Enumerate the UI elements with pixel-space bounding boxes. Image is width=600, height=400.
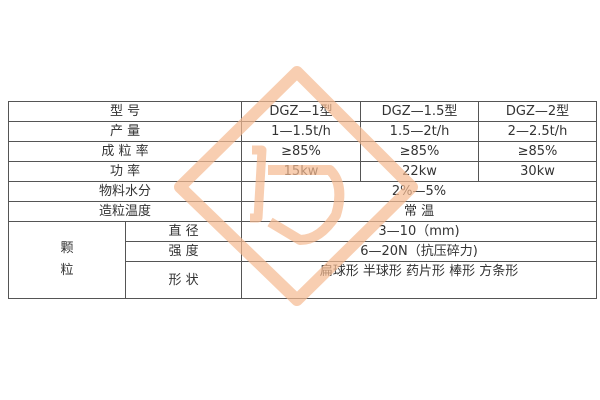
value-cell: 扁球形 半球形 药片形 棒形 方条形 (241, 261, 598, 299)
value-cell: 22kw (360, 161, 480, 182)
row-label: 成 粒 率 (7, 141, 243, 162)
spec-table: 型 号 DGZ—1型 DGZ—1.5型 DGZ—2型 产 量 1—1.5t/h … (7, 101, 598, 299)
table-row: 颗 粒 直 径 3—10（mm) (8, 221, 598, 299)
sub-label: 强 度 (124, 241, 243, 262)
table-row: 功 率 15kw 22kw 30kw (7, 161, 598, 182)
granule-label-line1: 颗 (60, 241, 74, 256)
value-cell: 3—10（mm) (241, 221, 598, 242)
row-label: 物料水分 (7, 181, 243, 202)
row-label: 造粒温度 (7, 201, 243, 222)
granule-label-line2: 粒 (60, 263, 74, 278)
sub-label: 直 径 (124, 221, 243, 242)
table-row: 成 粒 率 ≥85% ≥85% ≥85% (7, 141, 598, 162)
value-cell: ≥85% (360, 141, 480, 162)
value-cell: 6—20N（抗压碎力) (241, 241, 598, 262)
table-row: 造粒温度 常 温 (7, 201, 598, 222)
value-cell: 常 温 (241, 201, 598, 222)
value-cell: 1.5—2t/h (360, 121, 480, 142)
value-cell: 2%—5% (241, 181, 598, 202)
value-cell: ≥85% (478, 141, 598, 162)
row-label: 产 量 (7, 121, 243, 142)
model-cell: DGZ—1.5型 (360, 101, 480, 122)
sub-label: 形 状 (124, 261, 243, 299)
value-cell: 15kw (241, 161, 362, 182)
value-cell: 2—2.5t/h (478, 121, 598, 142)
model-cell: DGZ—1型 (241, 101, 362, 122)
row-label: 功 率 (7, 161, 243, 182)
table-row: 型 号 DGZ—1型 DGZ—1.5型 DGZ—2型 (7, 101, 598, 122)
table-row: 物料水分 2%—5% (7, 181, 598, 202)
table-row: 产 量 1—1.5t/h 1.5—2t/h 2—2.5t/h (7, 121, 598, 142)
granule-label: 颗 粒 (8, 221, 126, 299)
value-cell: 30kw (478, 161, 598, 182)
row-label: 型 号 (7, 101, 243, 122)
value-cell: 1—1.5t/h (241, 121, 362, 142)
value-cell: ≥85% (241, 141, 362, 162)
model-cell: DGZ—2型 (478, 101, 598, 122)
